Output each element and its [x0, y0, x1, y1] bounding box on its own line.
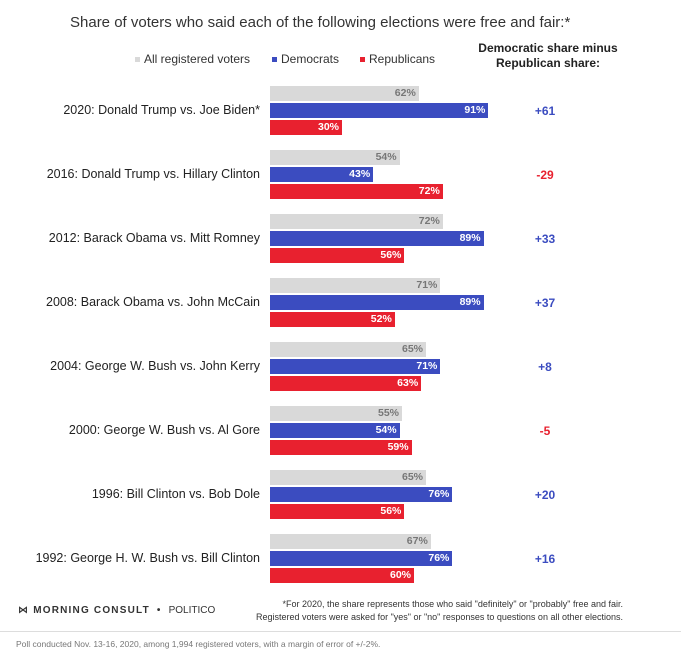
legend-item-democrats: Democrats: [272, 52, 339, 66]
difference-value: -29: [536, 168, 554, 182]
bar-republicans: [270, 184, 443, 199]
difference-value: +8: [538, 360, 552, 374]
chart-title: Share of voters who said each of the fol…: [70, 14, 571, 31]
poll-note: Poll conducted Nov. 13-16, 2020, among 1…: [16, 639, 381, 649]
bar-republicans: [270, 248, 405, 263]
bar-republicans: [270, 440, 412, 455]
difference-header-line1: Democratic share minus: [478, 41, 618, 55]
bar-value-label: 89%: [459, 296, 481, 308]
bar-democrats: [270, 103, 489, 118]
difference-value: +20: [534, 488, 556, 502]
difference-value: +16: [534, 552, 556, 566]
bar-all-registered-voters: [270, 342, 426, 357]
bar-republicans: [270, 376, 422, 391]
difference-header-line2: Republican share:: [495, 56, 601, 70]
category-label: 2012: Barack Obama vs. Mitt Romney: [48, 231, 260, 245]
bar-value-label: 54%: [375, 424, 397, 436]
logo-mark-icon: ⋈: [18, 605, 30, 616]
bar-all-registered-voters: [270, 214, 443, 229]
category-label: 2004: George W. Bush vs. John Kerry: [50, 359, 260, 373]
bar-value-label: 65%: [401, 343, 423, 355]
partner-logo: POLITICO: [168, 605, 216, 616]
bar-value-label: 72%: [418, 215, 440, 227]
category-label: 2000: George W. Bush vs. Al Gore: [68, 423, 260, 437]
logo-text: MORNING CONSULT: [33, 605, 150, 616]
bar-democrats: [270, 551, 453, 566]
bar-value-label: 63%: [397, 377, 419, 389]
bar-democrats: [270, 487, 453, 502]
bar-value-label: 91%: [464, 104, 486, 116]
bar-all-registered-voters: [270, 406, 402, 421]
bar-value-label: 55%: [377, 407, 399, 419]
legend-swatch: [360, 56, 365, 62]
category-label: 1992: George H. W. Bush vs. Bill Clinton: [35, 551, 260, 565]
footnote-line1: *For 2020, the share represents those wh…: [282, 599, 623, 609]
bar-value-label: 71%: [416, 360, 438, 372]
bar-republicans: [270, 312, 395, 327]
bar-all-registered-voters: [270, 470, 426, 485]
category-label: 2016: Donald Trump vs. Hillary Clinton: [46, 167, 260, 181]
bar-value-label: 59%: [387, 441, 409, 453]
bar-value-label: 54%: [375, 151, 397, 163]
legend-item-republicans: Republicans: [360, 52, 435, 66]
bar-value-label: 56%: [380, 505, 402, 517]
difference-value: +37: [534, 296, 556, 310]
legend-swatch: [272, 56, 277, 62]
bar-value-label: 30%: [317, 121, 339, 133]
bar-democrats: [270, 423, 400, 438]
footnote: *For 2020, the share represents those wh…: [256, 598, 623, 624]
bar-all-registered-voters: [270, 278, 441, 293]
divider: [0, 631, 681, 632]
difference-value: +33: [534, 232, 556, 246]
bar-value-label: 89%: [459, 232, 481, 244]
category-label: 1996: Bill Clinton vs. Bob Dole: [91, 487, 260, 501]
difference-value: +61: [534, 104, 556, 118]
bar-democrats: [270, 359, 441, 374]
category-label: 2008: Barack Obama vs. John McCain: [46, 295, 260, 309]
bar-value-label: 62%: [394, 87, 416, 99]
bar-all-registered-voters: [270, 86, 419, 101]
morning-consult-logo: ⋈ MORNING CONSULT • POLITICO: [18, 605, 215, 616]
category-label: 2020: Donald Trump vs. Joe Biden*: [63, 103, 260, 117]
legend-label: Democrats: [281, 52, 340, 66]
bar-value-label: 72%: [418, 185, 440, 197]
bar-republicans: [270, 120, 342, 135]
difference-header: Democratic share minus Republican share:: [468, 41, 628, 71]
bar-value-label: 76%: [428, 552, 450, 564]
bar-republicans: [270, 568, 414, 583]
legend-label: Republicans: [369, 52, 436, 66]
footnote-line2: Registered voters were asked for "yes" o…: [256, 612, 623, 622]
bar-democrats: [270, 231, 484, 246]
bar-value-label: 71%: [416, 279, 438, 291]
bar-all-registered-voters: [270, 150, 400, 165]
legend-item-all-registered-voters: All registered voters: [135, 52, 250, 66]
bar-democrats: [270, 167, 374, 182]
bar-value-label: 65%: [401, 471, 423, 483]
legend-swatch: [135, 56, 140, 62]
bar-value-label: 67%: [406, 535, 428, 547]
bar-republicans: [270, 504, 405, 519]
legend-label: All registered voters: [144, 52, 251, 66]
bar-value-label: 56%: [380, 249, 402, 261]
bar-democrats: [270, 295, 484, 310]
bar-value-label: 52%: [370, 313, 392, 325]
bar-all-registered-voters: [270, 534, 431, 549]
bar-value-label: 76%: [428, 488, 450, 500]
difference-value: -5: [539, 424, 551, 438]
bar-value-label: 60%: [389, 569, 411, 581]
bar-value-label: 43%: [349, 168, 371, 180]
logo-separator: •: [156, 605, 162, 616]
